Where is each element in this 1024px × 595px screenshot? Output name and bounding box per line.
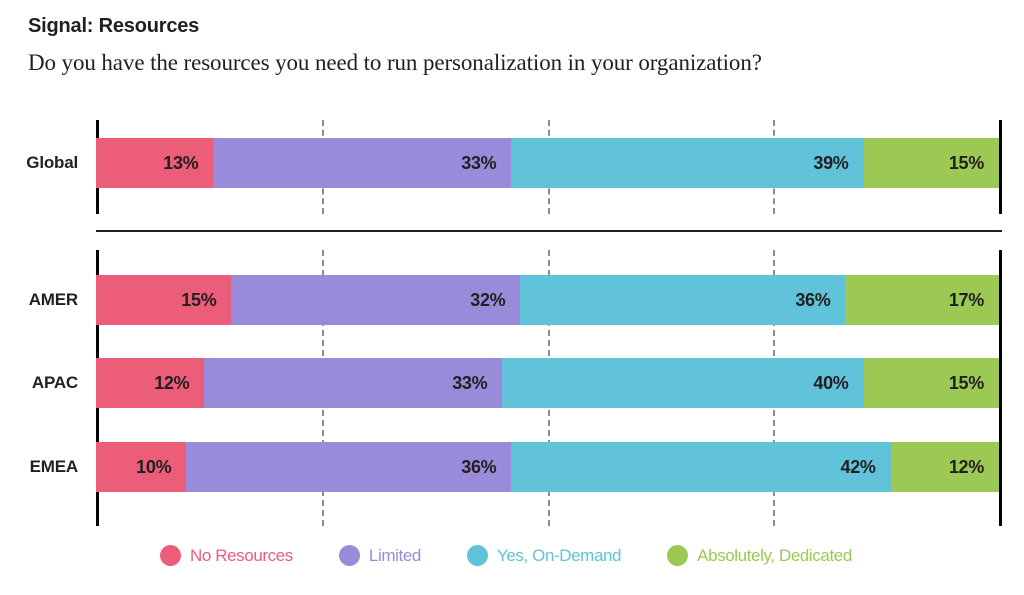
legend-item-label: No Resources: [190, 545, 293, 565]
bar-segment-apac-1: 33%: [204, 358, 503, 408]
legend-item-label: Yes, On-Demand: [496, 545, 622, 565]
chart-panel-regions: AMER 15% 32% 36% 17% APAC 12% 33% 40% 15% EMEA…: [0, 250, 1024, 526]
bar-segment-global-3: 15%: [863, 138, 999, 188]
panel-divider: [96, 230, 1002, 232]
chart-panel-global: Global 13% 33% 39% 15%: [0, 120, 1024, 214]
chart-legend: No Resources Limited Yes, On-Demand Absolut…: [160, 545, 898, 566]
bar-segment-value: 15%: [948, 152, 984, 173]
bar-segment-apac-3: 15%: [863, 358, 999, 408]
bar-segment-emea-1: 36%: [186, 442, 512, 492]
bar-segment-value: 15%: [948, 372, 984, 393]
bar-segment-value: 39%: [813, 152, 849, 173]
row-label-apac: APAC: [31, 373, 78, 392]
row-label-amer: AMER: [28, 290, 78, 309]
bar-segment-apac-2: 40%: [502, 358, 864, 408]
bar-segment-value: 36%: [795, 289, 831, 310]
table-row: 10% 36% 42% 12%: [96, 442, 999, 492]
bar-segment-value: 42%: [840, 456, 876, 477]
page-title: Signal: Resources: [28, 15, 200, 37]
legend-swatch-icon: [466, 545, 488, 566]
bar-segment-value: 15%: [181, 289, 217, 310]
legend-swatch-icon: [160, 545, 181, 566]
legend-swatch-icon: [338, 545, 360, 566]
bar-segment-value: 33%: [452, 372, 488, 393]
bar-segment-value: 36%: [461, 456, 497, 477]
legend-swatch-icon: [667, 545, 689, 566]
row-label-global: Global: [26, 153, 78, 172]
bar-segment-value: 32%: [470, 289, 506, 310]
bar-segment-value: 12%: [154, 372, 190, 393]
bar-segment-amer-1: 32%: [231, 275, 521, 325]
legend-item-label: Absolutely, Dedicated: [697, 545, 852, 565]
bar-segment-emea-0: 10%: [96, 442, 187, 492]
chart-subtitle: Do you have the resources you need to ru…: [28, 50, 762, 75]
bar-segment-emea-3: 12%: [890, 442, 999, 492]
bar-segment-apac-0: 12%: [96, 358, 205, 408]
bar-segment-value: 33%: [461, 152, 497, 173]
legend-item-1[interactable]: Limited: [338, 545, 421, 566]
table-row: 12% 33% 40% 15%: [96, 358, 999, 408]
bar-segment-amer-2: 36%: [520, 275, 846, 325]
bar-segment-value: 13%: [163, 152, 199, 173]
bar-segment-value: 40%: [813, 372, 849, 393]
bar-segment-amer-3: 17%: [845, 275, 999, 325]
bar-segment-emea-2: 42%: [511, 442, 891, 492]
legend-item-label: Limited: [368, 545, 421, 565]
bar-segment-global-1: 33%: [213, 138, 512, 188]
axis-spine-right-global: [999, 120, 1002, 214]
axis-spine-right-regions: [999, 250, 1002, 526]
bar-segment-global-2: 39%: [511, 138, 864, 188]
legend-item-0[interactable]: No Resources: [160, 545, 293, 566]
bar-segment-value: 17%: [948, 289, 984, 310]
legend-item-2[interactable]: Yes, On-Demand: [466, 545, 622, 566]
row-label-emea: EMEA: [29, 457, 79, 476]
chart-header: Signal: Resources Do you have the resour…: [28, 14, 1008, 76]
table-row: 15% 32% 36% 17%: [96, 275, 999, 325]
bar-segment-value: 12%: [948, 456, 984, 477]
bar-segment-global-0: 13%: [96, 138, 214, 188]
bar-segment-amer-0: 15%: [96, 275, 232, 325]
legend-item-3[interactable]: Absolutely, Dedicated: [667, 545, 852, 566]
bar-segment-value: 10%: [136, 456, 172, 477]
table-row: 13% 33% 39% 15%: [96, 138, 999, 188]
